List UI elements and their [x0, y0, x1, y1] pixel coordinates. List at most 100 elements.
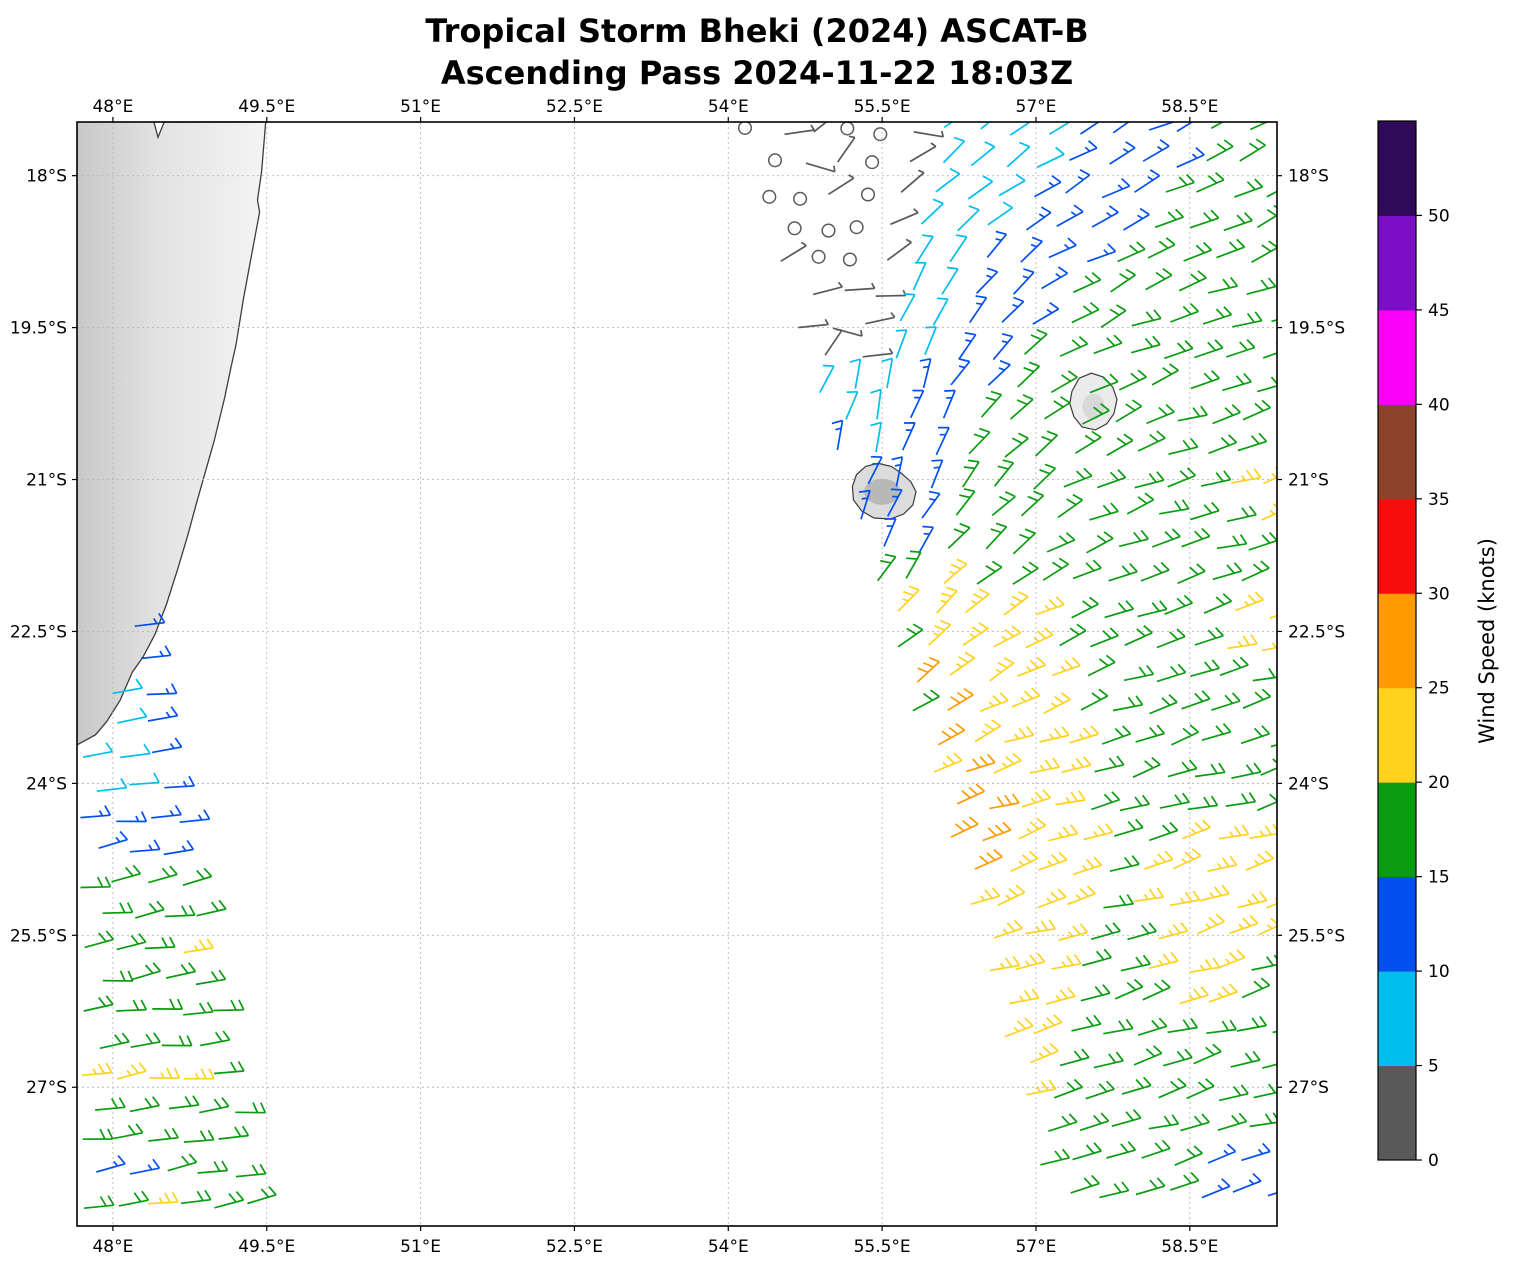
wind-barb-blue [968, 295, 988, 324]
wind-barb-green [1177, 563, 1206, 585]
wind-barb-green [985, 522, 1008, 550]
wind-barb-blue [1048, 237, 1077, 259]
wind-barb-gray [862, 347, 894, 358]
wind-barb-green [1080, 688, 1109, 711]
wind-barb-green [1085, 1080, 1115, 1100]
wind-barb-blue [1026, 206, 1052, 231]
wind-barb-green [1201, 470, 1232, 487]
wind-barb-green [113, 1123, 144, 1140]
colorbar-tick-label: 45 [1428, 301, 1450, 321]
wind-barb-green [213, 999, 245, 1012]
lon-tick-label-top: 48°E [92, 97, 133, 117]
wind-barb-orange [947, 687, 974, 712]
reunion-terrain-shading [864, 478, 901, 505]
wind-barb-yellow [1004, 726, 1035, 743]
wind-barb-green [1093, 1051, 1124, 1069]
wind-barb-yellow [989, 657, 1015, 682]
wind-barb-blue [1001, 296, 1025, 323]
wind-barb-yellow [1025, 919, 1056, 935]
wind-barb-cyan [870, 388, 882, 420]
colorbar-tick-label: 40 [1428, 395, 1450, 415]
wind-barb-green [968, 427, 991, 455]
calm-wind-circle [762, 189, 777, 204]
wind-barb-yellow [1035, 596, 1065, 616]
wind-barb-green [1082, 403, 1110, 425]
wind-barb-green [1149, 821, 1179, 842]
wind-barb-yellow [1043, 692, 1071, 715]
wind-barb-green [84, 930, 115, 949]
wind-barb-green [1211, 692, 1241, 711]
wind-barb-yellow [1033, 1014, 1063, 1035]
wind-barb-cyan [941, 266, 959, 295]
wind-barb-green [135, 900, 165, 919]
wind-barb-green [102, 970, 134, 982]
wind-barb-green [1190, 370, 1220, 390]
wind-barb-blue [151, 737, 183, 754]
wind-barb-green [1109, 855, 1140, 873]
wind-barb-green [1099, 1181, 1130, 1199]
wind-barb-yellow [943, 558, 968, 584]
wind-barb-green [1231, 762, 1262, 780]
wind-barb-yellow [1015, 952, 1046, 971]
wind-barb-green [1169, 1172, 1200, 1191]
wind-barb-green [1242, 688, 1272, 709]
calm-wind-circle [811, 249, 826, 264]
wind-barb-green [1112, 695, 1144, 712]
wind-barb-yellow [1227, 634, 1258, 650]
wind-barb-yellow [1144, 850, 1174, 870]
wind-barb-green [1115, 399, 1143, 423]
wind-barb-orange [974, 849, 1003, 870]
wind-barb-orange [982, 821, 1012, 842]
wind-barb-cyan [980, 122, 991, 130]
colorbar-tick-label: 15 [1428, 868, 1450, 888]
wind-barb-green [131, 962, 162, 981]
wind-barb-green [80, 876, 112, 889]
wind-barb-green [1194, 339, 1224, 359]
wind-barb-blue [1109, 141, 1136, 165]
wind-barb-blue [129, 1158, 161, 1175]
lon-tick-label-top: 49.5°E [238, 97, 295, 117]
wind-barb-green [1239, 138, 1266, 162]
wind-barb-green [1149, 694, 1178, 715]
lon-tick-label-top: 54°E [708, 97, 749, 117]
wind-barb-gray [865, 312, 896, 325]
calm-wind-circle [821, 223, 836, 238]
axes-layer: 48°E 48°E 49.5°E 49.5°E 51°E 51°E 52.5°E 52.5°E… [10, 97, 1345, 1257]
wind-barb-green [1086, 531, 1114, 554]
wind-barb-green [1156, 628, 1186, 649]
wind-barb-blue [935, 426, 950, 456]
wind-barb-blue [958, 332, 977, 360]
lon-tick-label-bottom: 48°E [92, 1237, 133, 1257]
wind-barb-yellow [1004, 1017, 1034, 1038]
wind-barb-cyan [112, 678, 143, 695]
colorbar: 0 5 10 15 20 25 30 35 40 45 50 [1377, 120, 1450, 1171]
wind-barb-yellow [1207, 855, 1238, 873]
lon-tick-label-bottom: 54°E [708, 1237, 749, 1257]
wind-barb-blue [1176, 147, 1205, 168]
wind-barb-green [168, 1095, 200, 1110]
wind-barb-green [164, 904, 196, 918]
wind-barb-yellow [1051, 657, 1081, 677]
wind-barb-green [197, 1160, 229, 1174]
colorbar-segment-35-40 [1378, 404, 1416, 500]
wind-barb-gray [812, 281, 843, 296]
wind-barb-cyan [970, 141, 996, 167]
colorbar-segment-25-30 [1378, 593, 1416, 689]
wind-barb-green [1035, 430, 1058, 457]
wind-barb-blue [1012, 268, 1035, 295]
wind-barb-green [947, 522, 971, 550]
wind-barb-cyan [942, 136, 966, 164]
wind-barb-cyan [849, 358, 862, 389]
wind-barb-green [1072, 272, 1102, 294]
wind-barb-green [962, 459, 980, 488]
wind-barb-green [1210, 122, 1225, 130]
wind-barb-blue [919, 357, 932, 389]
wind-barb-green [1082, 948, 1112, 967]
wind-barb-green [877, 553, 897, 582]
wind-barb-green [1040, 1148, 1071, 1166]
lat-tick-label-left: 21°S [26, 471, 67, 491]
wind-barb-yellow [1003, 590, 1029, 616]
wind-barb-blue [163, 840, 195, 856]
wind-barb-yellow [1196, 913, 1225, 935]
